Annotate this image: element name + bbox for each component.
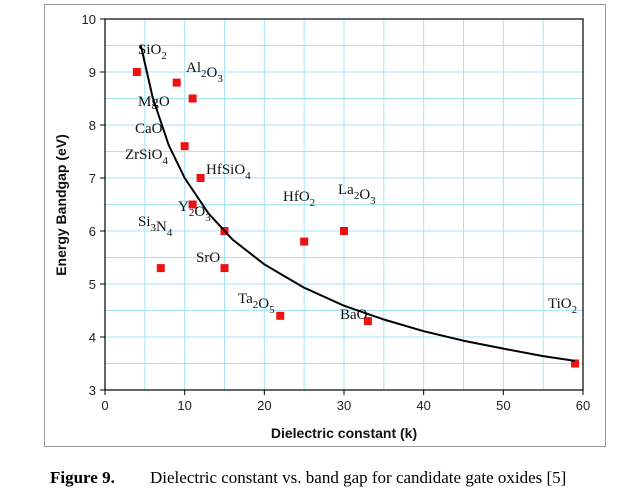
y-tick-label: 5 (89, 277, 96, 292)
point-label: CaO (135, 121, 163, 137)
point-label: La2O3 (338, 182, 376, 207)
y-tick-label: 4 (89, 330, 96, 345)
y-tick-label: 6 (89, 224, 96, 239)
y-tick-label: 9 (89, 65, 96, 80)
data-point (363, 317, 372, 326)
x-tick-label: 60 (576, 398, 590, 413)
plot-border (104, 18, 584, 391)
data-point (340, 227, 348, 235)
data-point (220, 264, 229, 273)
point-label: Y2O3 (178, 199, 211, 224)
x-tick-label: 50 (496, 398, 510, 413)
point-label: Al2O3 (186, 60, 223, 85)
point-label: ZrSiO4 (125, 147, 169, 167)
point-label: SrO (196, 250, 220, 266)
point-label: TiO2 (548, 296, 577, 316)
data-point (188, 94, 197, 103)
y-tick-label: 8 (89, 118, 96, 133)
point-label: Ta2O5 (238, 291, 275, 316)
data-point (180, 142, 189, 151)
x-axis-title: Dielectric constant (k) (271, 425, 417, 441)
data-point (571, 359, 580, 368)
data-point (276, 311, 285, 320)
caption-label: Figure 9. (50, 468, 115, 487)
point-label: Si3N4 (138, 214, 173, 239)
point-label: HfSiO4 (206, 162, 251, 182)
x-tick-label: 30 (337, 398, 351, 413)
data-point (196, 174, 205, 182)
data-point (300, 237, 309, 246)
y-tick-label: 10 (82, 12, 96, 27)
data-point (132, 68, 141, 76)
point-label: HfO2 (283, 189, 315, 209)
frame (44, 4, 606, 447)
point-label: SiO2 (138, 42, 167, 62)
y-tick-label: 7 (89, 171, 96, 186)
caption-text: Dielectric constant vs. band gap for can… (150, 468, 566, 487)
data-point (188, 200, 197, 209)
y-tick-label: 3 (89, 383, 96, 398)
y-axis-title: Energy Bandgap (eV) (53, 134, 69, 276)
x-tick-label: 0 (101, 398, 108, 413)
x-tick-label: 40 (416, 398, 430, 413)
x-tick-label: 20 (257, 398, 271, 413)
data-point (156, 264, 165, 273)
fit-curve (139, 45, 576, 362)
x-tick-label: 10 (177, 398, 191, 413)
data-point (172, 78, 181, 87)
